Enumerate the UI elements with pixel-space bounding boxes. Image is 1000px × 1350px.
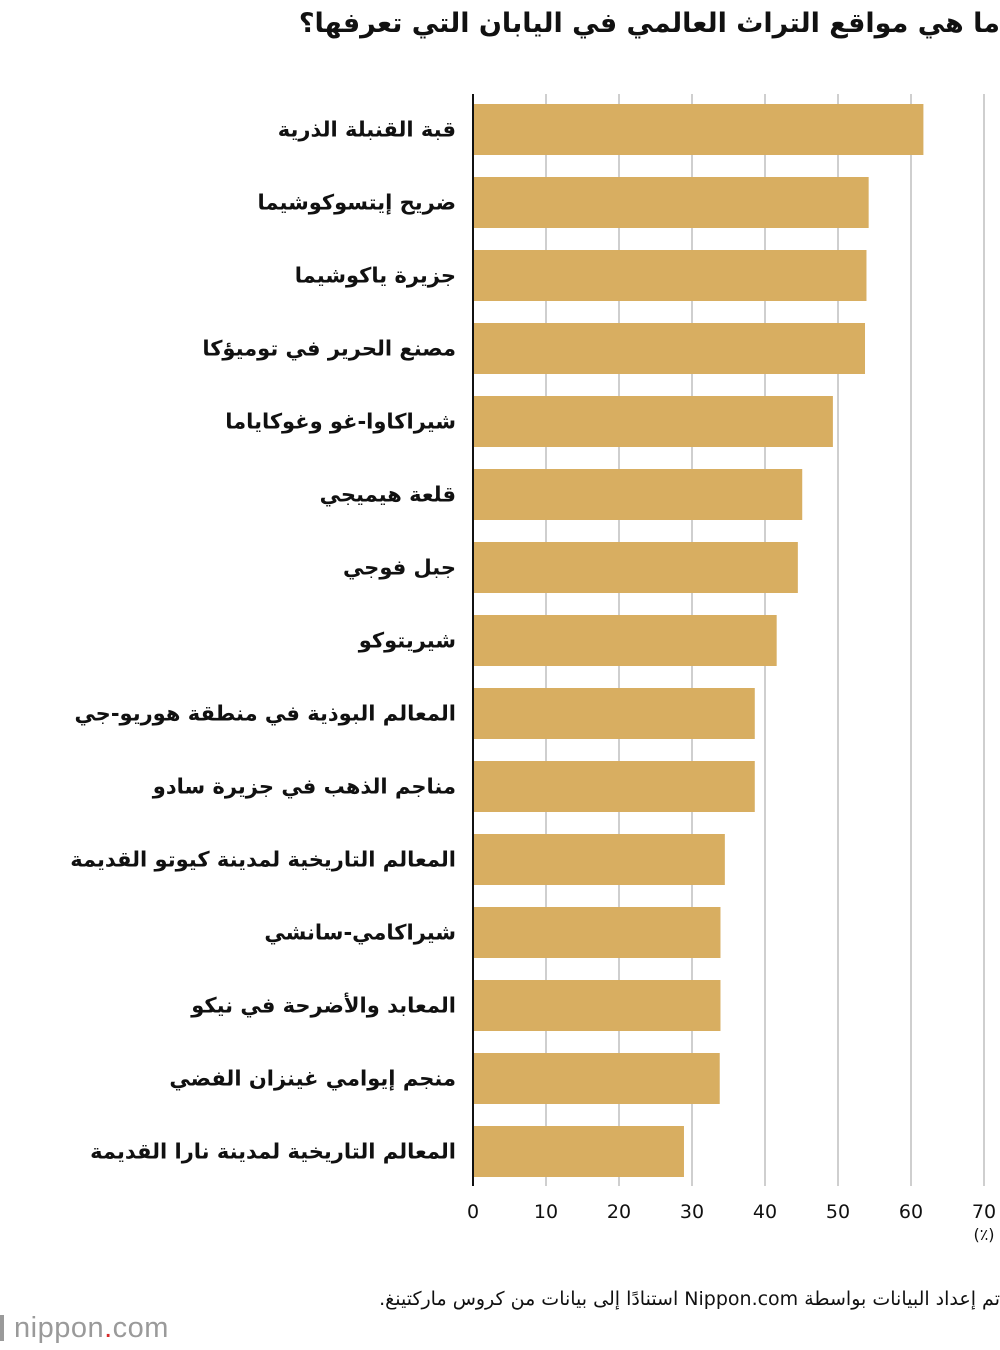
chart-title: ما هي مواقع التراث العالمي في اليابان ال… [298,8,1000,39]
category-label-0: قبة القنبلة الذرية [278,118,456,142]
bar-11 [473,907,721,958]
bar-8 [473,688,755,739]
x-tick-label-3: 30 [680,1201,704,1223]
x-tick-label-7: 70 [972,1201,996,1223]
bar-2 [473,250,867,301]
category-label-13: منجم إيوامي غينزان الفضي [169,1067,456,1091]
category-labels: قبة القنبلة الذرية ضريح إيتسوكوشيما جزيرة … [70,118,456,1164]
bars [473,104,924,1177]
category-label-2: جزيرة ياكوشيما [295,264,456,288]
nippon-logo: nippon. com [0,1308,169,1348]
x-tick-label-5: 50 [826,1201,850,1223]
x-axis-unit-label: (٪) [973,1225,994,1244]
category-label-10: المعالم التاريخية لمدينة كيوتو القديمة [70,848,456,872]
x-tick-label-1: 10 [534,1201,558,1223]
logo-word: nippon [14,1311,105,1344]
bar-10 [473,834,725,885]
category-label-8: المعالم البوذية في منطقة هوريو-جي [74,702,456,726]
category-label-5: قلعة هيميجي [320,483,456,507]
bar-9 [473,761,755,812]
bar-12 [473,980,721,1031]
category-label-6: جبل فوجي [343,556,456,580]
category-label-9: مناجم الذهب في جزيرة سادو [152,775,456,799]
bar-6 [473,542,798,593]
category-label-12: المعابد والأضرحة في نيكو [190,992,456,1018]
logo-mark-icon [0,1315,4,1341]
x-tick-label-0: 0 [467,1201,479,1223]
category-label-3: مصنع الحرير في توميؤكا [202,337,456,361]
bar-4 [473,396,833,447]
bar-13 [473,1053,720,1104]
category-label-11: شيراكامي-سانشي [264,921,456,945]
x-tick-label-4: 40 [753,1201,777,1223]
category-label-1: ضريح إيتسوكوشيما [258,191,456,215]
source-note: تم إعداد البيانات بواسطة Nippon.com استن… [379,1288,1000,1310]
bar-1 [473,177,869,228]
bar-14 [473,1126,684,1177]
bar-chart: قبة القنبلة الذرية ضريح إيتسوكوشيما جزيرة … [70,94,996,1244]
category-label-14: المعالم التاريخية لمدينة نارا القديمة [90,1140,456,1164]
category-label-4: شيراكاوا-غو وغوكاياما [225,410,456,434]
logo-dot: . [104,1311,113,1344]
x-tick-label-6: 60 [899,1201,923,1223]
x-axis-ticks: 0 10 20 30 40 50 60 70 [467,1201,996,1223]
bar-5 [473,469,803,520]
bar-0 [473,104,924,155]
logo-suffix: com [112,1311,169,1344]
bar-7 [473,615,777,666]
category-label-7: شيريتوكو [358,629,456,653]
bar-3 [473,323,866,374]
x-tick-label-2: 20 [607,1201,631,1223]
